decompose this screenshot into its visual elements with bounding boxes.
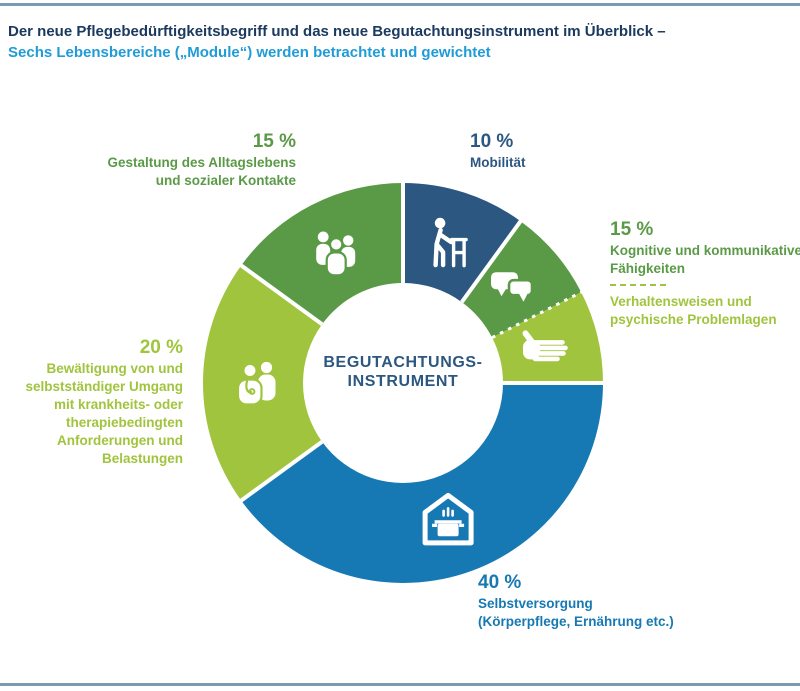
- label-line: Kognitive und kommunikative: [610, 243, 800, 258]
- center-label-line-1: BEGUTACHTUNGS-: [323, 354, 483, 371]
- segment-divider: [460, 219, 523, 304]
- label-line: mit krankheits- oder: [53, 397, 183, 412]
- donut-center-label: BEGUTACHTUNGS- INSTRUMENT: [283, 353, 523, 391]
- doctor-and-patient-icon: [236, 361, 276, 406]
- people-group-icon: [316, 231, 356, 277]
- title-line-2: Sechs Lebensbereiche („Module“) werden b…: [8, 44, 491, 61]
- donut-segment-selbstversorgung: [241, 383, 603, 583]
- label-line: Fähigkeiten: [610, 261, 686, 276]
- label-line: Selbstversorgung: [478, 596, 593, 611]
- label-line: Anforderungen und: [57, 433, 183, 448]
- title-line-1: Der neue Pflegebedürftigkeitsbegriff und…: [8, 23, 666, 40]
- label-kognitive-part: 15 % Kognitive und kommunikative Fähigke…: [610, 219, 800, 278]
- speech-bubbles-icon: [491, 272, 534, 302]
- percent-value: 15 %: [610, 219, 654, 240]
- label-kognitive-verhaltensweisen: 15 % Kognitive und kommunikative Fähigke…: [610, 219, 800, 329]
- percent-value: 10 %: [470, 131, 514, 152]
- segment-divider: [239, 440, 324, 503]
- label-gestaltung-alltagsleben: 15 % Gestaltung des Alltagslebens und so…: [107, 131, 296, 190]
- dashed-separator: [610, 284, 666, 286]
- segment-divider: [239, 263, 324, 326]
- page-title: Der neue Pflegebedürftigkeitsbegriff und…: [8, 21, 666, 63]
- label-line: Belastungen: [101, 451, 183, 466]
- donut-chart: [203, 182, 604, 583]
- percent-value: 20 %: [139, 337, 183, 358]
- label-mobilitaet: 10 % Mobilität: [470, 131, 526, 172]
- percent-value: 40 %: [478, 572, 522, 593]
- label-line: selbstständiger Umgang: [25, 379, 183, 394]
- percent-value: 15 %: [252, 131, 296, 152]
- label-line: Bewältigung von und: [46, 361, 184, 376]
- donut-segment-mobilitaet: [403, 183, 521, 303]
- label-line: psychische Problemlagen: [610, 312, 777, 327]
- label-krankheitsbewaeltigung: 20 % Bewältigung von und selbstständiger…: [25, 337, 183, 468]
- house-with-cooking-pot-icon: [422, 492, 474, 546]
- label-line: (Körperpflege, Ernährung etc.): [478, 614, 674, 629]
- label-line: und sozialer Kontakte: [155, 173, 296, 188]
- label-line: Verhaltensweisen und: [610, 294, 752, 309]
- label-selbstversorgung: 40 % Selbstversorgung (Körperpflege, Ern…: [478, 572, 674, 631]
- label-line: therapiebedingten: [65, 415, 183, 430]
- dashed-segment-divider: [491, 290, 583, 339]
- hand-icon: [522, 330, 568, 362]
- bottom-border-rule: [0, 683, 800, 686]
- top-border-rule: [0, 3, 800, 6]
- center-label-line-2: INSTRUMENT: [347, 373, 459, 390]
- label-verhaltensweisen-part: Verhaltensweisen und psychische Probleml…: [610, 293, 800, 329]
- person-with-walker-icon: [433, 217, 468, 268]
- label-line: Mobilität: [470, 155, 526, 170]
- donut-segment-verhaltensweisen: [492, 292, 603, 383]
- label-line: Gestaltung des Alltagslebens: [107, 155, 296, 170]
